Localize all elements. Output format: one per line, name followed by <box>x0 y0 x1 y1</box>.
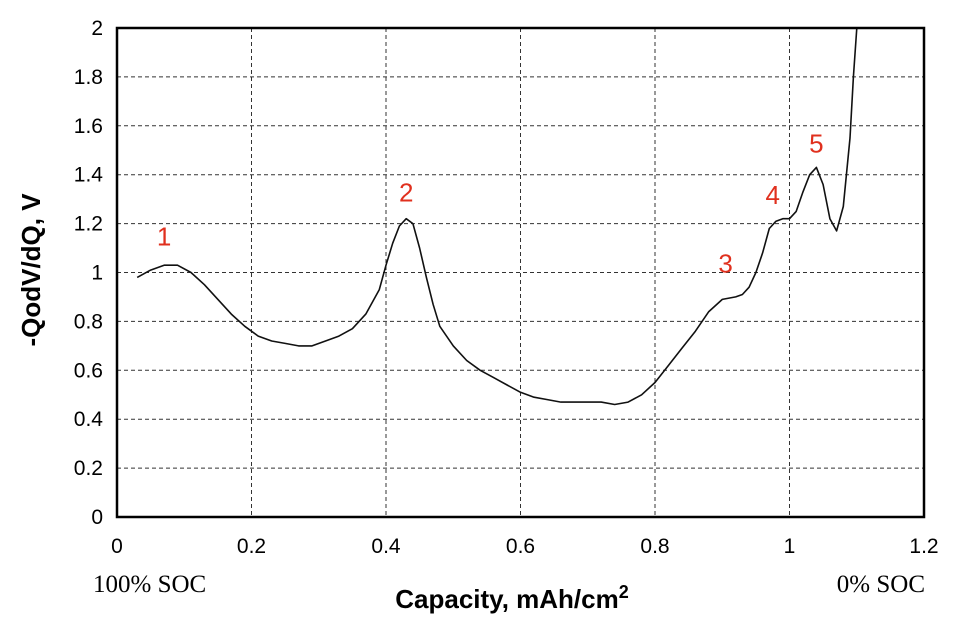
y-tick-label: 1.2 <box>74 213 103 236</box>
x-tick-label: 1.2 <box>909 535 938 558</box>
y-tick-label: 1.6 <box>74 115 103 138</box>
y-tick-label: 0 <box>91 506 103 529</box>
y-tick-label: 2 <box>91 17 103 40</box>
peak-label-1: 1 <box>157 222 171 252</box>
x-tick-label: 0 <box>111 535 123 558</box>
peak-label-2: 2 <box>399 178 413 208</box>
y-tick-label: 0.2 <box>74 457 103 480</box>
y-tick-label: 0.4 <box>74 408 104 431</box>
y-axis-label: -QodV/dQ, V <box>16 193 46 347</box>
x-tick-label: 0.6 <box>506 535 535 558</box>
y-tick-labels: 0 0.2 0.4 0.6 0.8 1 1.2 1.4 1.6 1.8 2 <box>74 17 104 529</box>
x-tick-label: 0.8 <box>640 535 669 558</box>
peak-label-3: 3 <box>718 249 732 279</box>
x-tick-labels: 0 0.2 0.4 0.6 0.8 1 1.2 <box>111 535 938 558</box>
y-tick-label: 1.8 <box>74 66 103 89</box>
x-axis-label: Capacity, mAh/cm2 <box>395 582 629 614</box>
x-axis-label-text: Capacity, mAh/cm <box>395 584 618 614</box>
plot-frame <box>115 26 926 519</box>
x-axis-label-superscript: 2 <box>619 582 629 602</box>
y-tick-label: 1 <box>91 262 103 285</box>
x-tick-label: 0.2 <box>237 535 266 558</box>
x-tick-label: 0.4 <box>371 535 401 558</box>
y-tick-label: 0.8 <box>74 310 103 333</box>
peak-label-5: 5 <box>809 129 823 159</box>
x-tick-label: 1 <box>784 535 796 558</box>
gridlines <box>117 28 924 517</box>
series-line <box>136 27 861 406</box>
right-soc-caption: 0% SOC <box>837 571 925 598</box>
peak-label-4: 4 <box>765 180 779 210</box>
left-soc-caption: 100% SOC <box>93 571 206 598</box>
y-tick-label: 0.6 <box>74 359 103 382</box>
peak-annotations: 1 2 3 45 <box>157 129 824 279</box>
y-tick-label: 1.4 <box>74 164 104 187</box>
